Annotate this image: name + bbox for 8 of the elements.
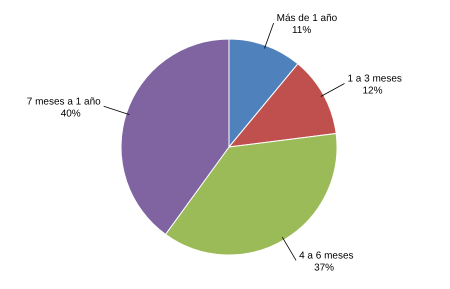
slice-label: 7 meses a 1 año bbox=[26, 96, 102, 108]
slice-label: 1 a 3 meses bbox=[347, 74, 402, 85]
data-label: 40% bbox=[60, 108, 81, 120]
data-label: 11% bbox=[292, 25, 312, 36]
data-label: 12% bbox=[362, 86, 383, 97]
data-label: 37% bbox=[314, 262, 334, 274]
slice-label: Más de 1 año bbox=[276, 13, 338, 24]
slice-label: 4 a 6 meses bbox=[299, 250, 354, 262]
